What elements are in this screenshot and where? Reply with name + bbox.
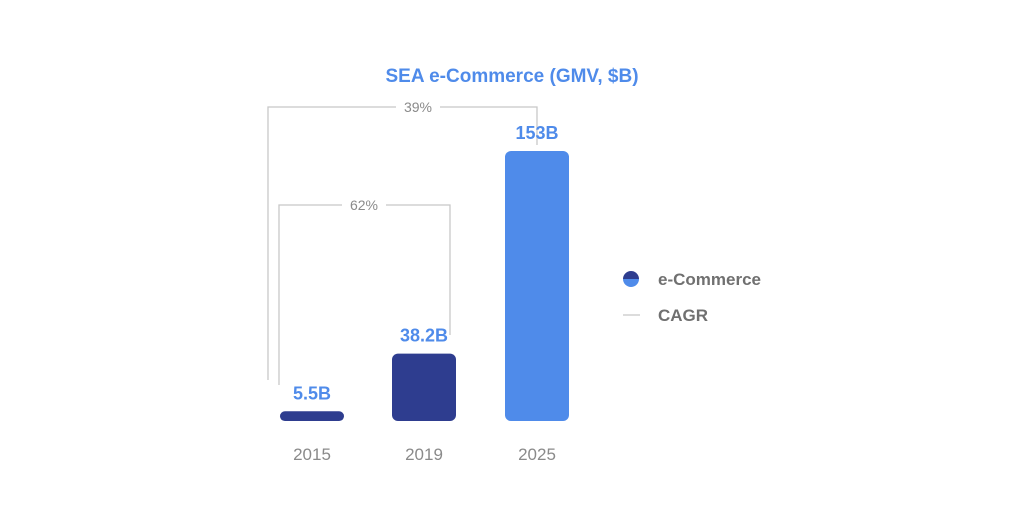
half-circle-icon: [623, 271, 639, 287]
x-tick-label-2025: 2025: [518, 445, 556, 464]
cagr-bracket-2015-2025-right: [440, 106, 538, 145]
cagr-bracket-2015-2019: [278, 204, 342, 385]
cagr-label-2015-2025: 39%: [404, 99, 432, 115]
data-label-2015: 5.5B: [293, 383, 331, 403]
bar-2015: [280, 411, 344, 421]
bar-2025: [505, 151, 569, 421]
bar-2019: [392, 353, 456, 421]
legend-item-ecommerce: e-Commerce: [623, 270, 761, 289]
cagr-bracket-2015-2019-right: [386, 204, 451, 335]
legend-item-cagr: CAGR: [623, 306, 708, 325]
cagr-label-2015-2019: 62%: [350, 197, 378, 213]
cagr-bracket-2015-2025: [267, 106, 396, 380]
chart-title: SEA e-Commerce (GMV, $B): [385, 66, 638, 87]
legend: e-Commerce CAGR: [623, 270, 761, 325]
legend-label-ecommerce: e-Commerce: [658, 270, 761, 289]
x-tick-label-2019: 2019: [405, 445, 443, 464]
bars: 5.5B 2015 38.2B 2019 153B 2025: [280, 123, 569, 464]
legend-label-cagr: CAGR: [658, 306, 708, 325]
x-tick-label-2015: 2015: [293, 445, 331, 464]
data-label-2019: 38.2B: [400, 326, 448, 346]
data-label-2025: 153B: [515, 123, 558, 143]
cagr-annotations: 39% 62%: [267, 99, 538, 385]
